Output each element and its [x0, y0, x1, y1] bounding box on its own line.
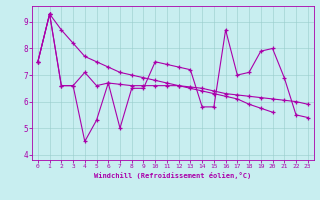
X-axis label: Windchill (Refroidissement éolien,°C): Windchill (Refroidissement éolien,°C): [94, 172, 252, 179]
